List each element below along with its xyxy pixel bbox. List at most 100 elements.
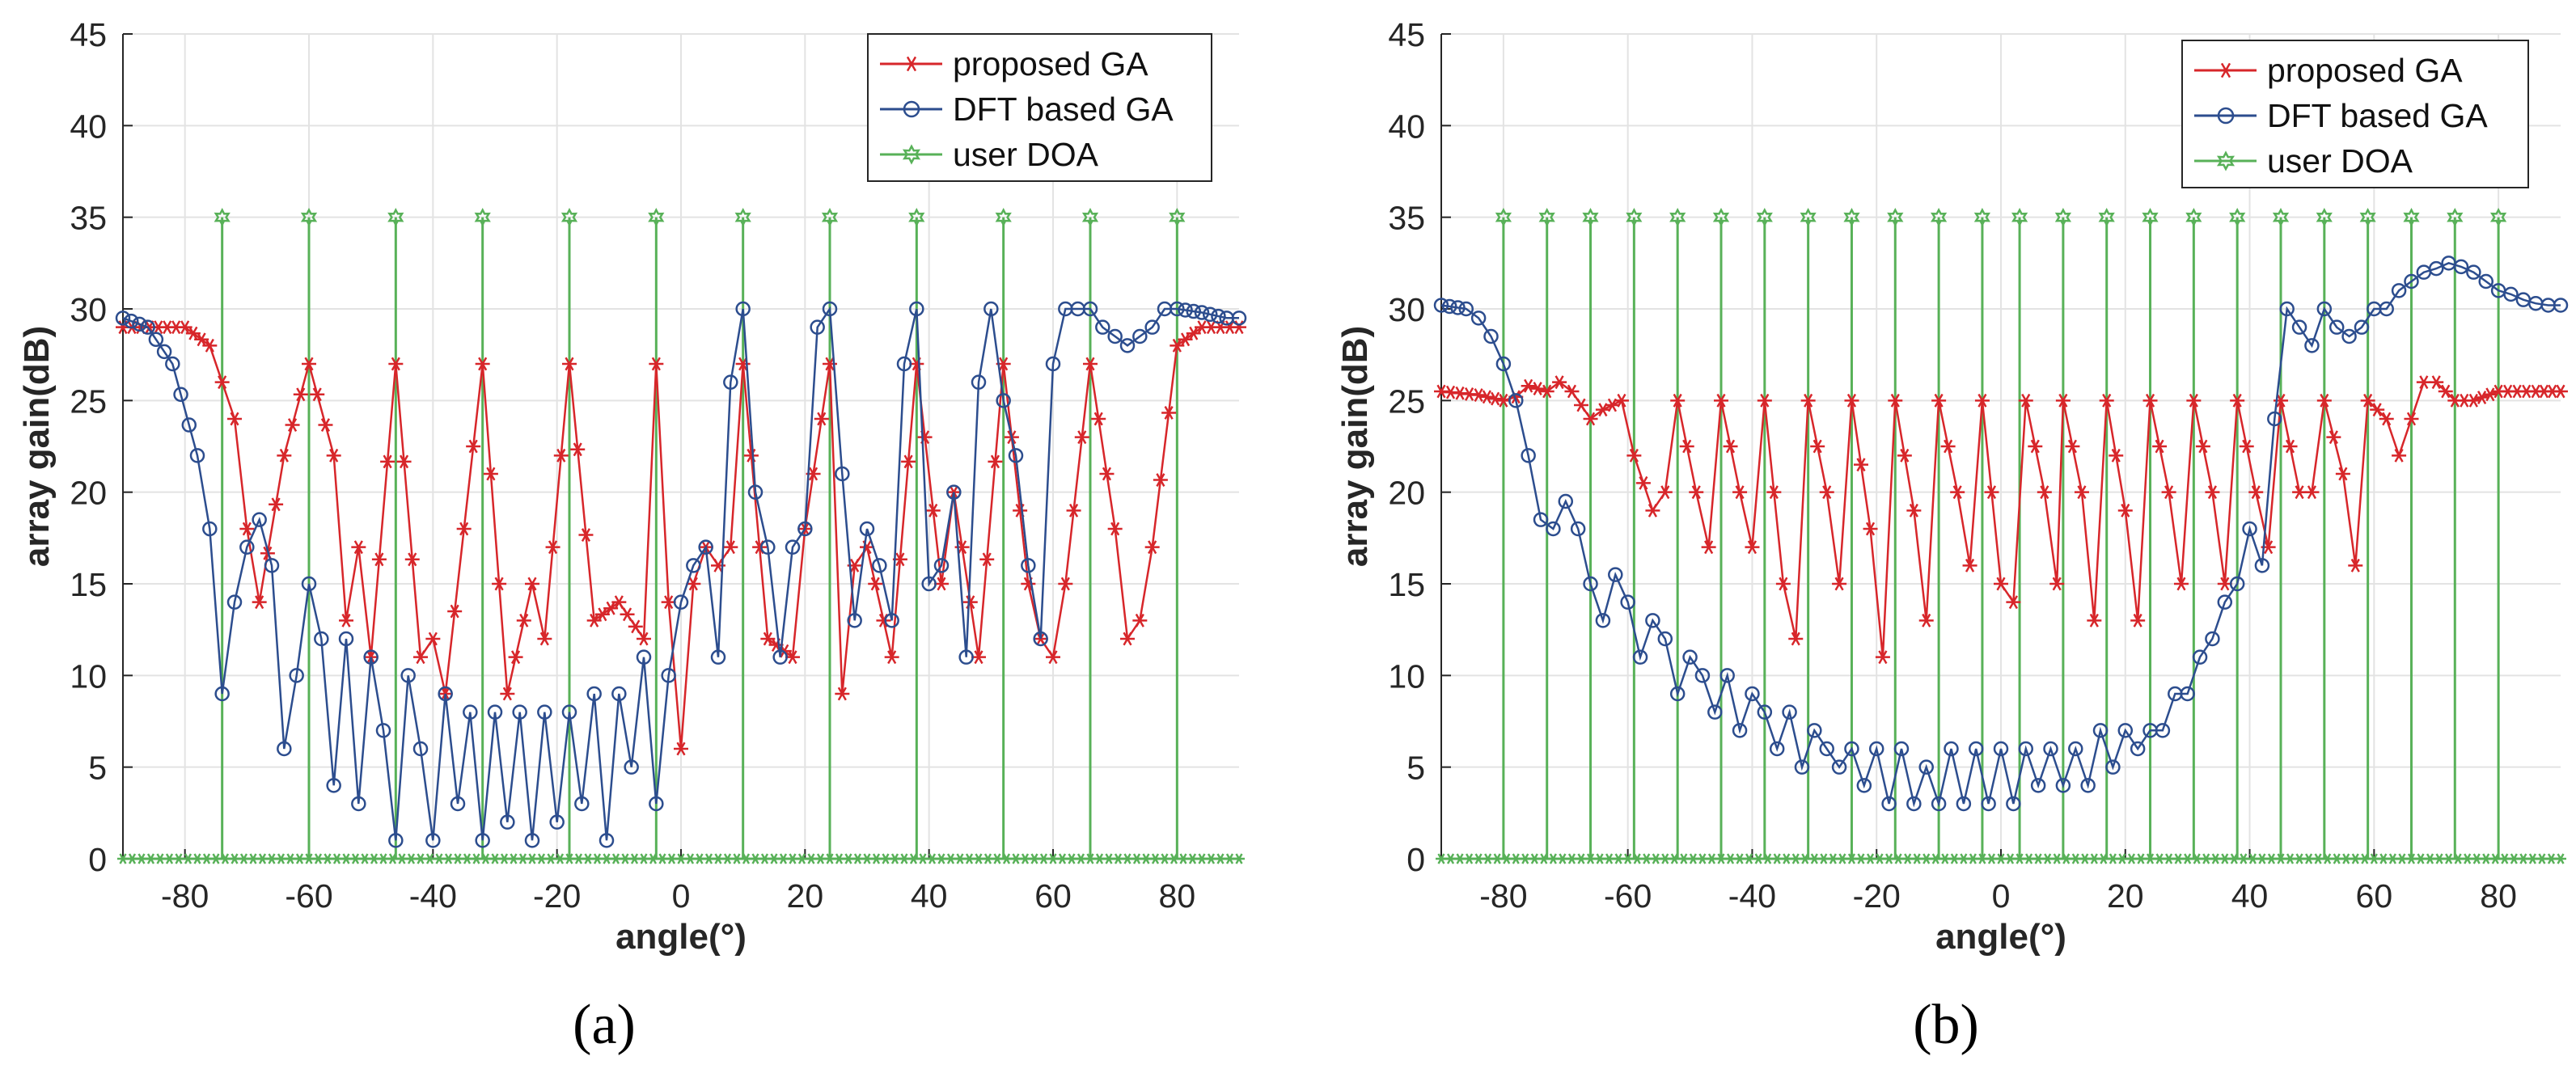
data-point	[1119, 338, 1136, 353]
data-point	[1091, 412, 1106, 426]
data-point	[2205, 485, 2220, 500]
data-point	[1046, 650, 1060, 665]
data-point	[2354, 319, 2370, 335]
data-point	[2055, 393, 2071, 408]
data-point	[1066, 503, 1081, 518]
data-point	[2217, 577, 2232, 591]
data-point	[1968, 741, 1984, 757]
data-point	[500, 687, 515, 701]
data-point	[884, 613, 899, 628]
legend-label: proposed GA	[953, 45, 1148, 82]
data-point	[2553, 298, 2569, 313]
data-point	[227, 412, 242, 426]
data-point	[1546, 521, 1561, 537]
data-point	[1626, 448, 1642, 463]
x-tick-label: 0	[1992, 877, 2011, 915]
data-point	[545, 540, 560, 555]
data-point	[2087, 613, 2102, 627]
doa-marker	[734, 207, 751, 227]
x-tick-label: -60	[285, 877, 332, 915]
y-tick-label: 30	[1388, 291, 1425, 328]
y-tick-label: 30	[70, 291, 107, 328]
data-point	[1211, 308, 1226, 324]
data-point	[1530, 382, 1546, 396]
data-point	[289, 668, 304, 683]
data-point	[1819, 741, 1834, 757]
y-tick-label: 5	[88, 750, 107, 787]
data-point	[1161, 406, 1177, 420]
data-point	[1657, 631, 1673, 647]
x-tick-label: -60	[1604, 877, 1652, 915]
data-point	[512, 704, 527, 720]
data-point	[561, 704, 577, 720]
doa-marker	[1626, 207, 1643, 227]
data-point	[1757, 704, 1773, 720]
doa-marker	[2011, 207, 2028, 227]
data-point	[686, 577, 701, 591]
data-point	[810, 319, 825, 335]
data-point	[599, 833, 615, 848]
data-point	[2428, 260, 2444, 277]
data-point	[1495, 356, 1512, 372]
data-point	[710, 649, 726, 665]
y-tick-label: 10	[70, 657, 107, 695]
y-tick-label: 45	[70, 16, 107, 53]
data-point	[2230, 393, 2245, 408]
data-point	[202, 338, 218, 353]
data-point	[2279, 301, 2295, 317]
series-user-doa	[117, 207, 1245, 864]
data-point	[2474, 391, 2489, 404]
data-point	[1832, 577, 1847, 591]
data-point	[1202, 306, 1218, 323]
data-point	[413, 650, 428, 665]
figure-caption: (a)	[573, 994, 636, 1056]
data-point	[1471, 388, 1487, 402]
data-point	[1854, 458, 1868, 472]
data-point	[173, 387, 188, 403]
data-point	[772, 649, 788, 665]
data-point	[1757, 393, 1772, 408]
doa-marker	[1973, 207, 1991, 227]
legend-label: user DOA	[953, 136, 1099, 173]
series-proposed-ga	[1434, 375, 2568, 665]
data-point	[1107, 328, 1123, 344]
data-point	[1682, 649, 1698, 665]
data-point	[2335, 467, 2350, 481]
data-point	[2360, 393, 2375, 408]
doa-marker	[1756, 208, 1773, 227]
data-point	[447, 604, 463, 619]
data-point	[1810, 439, 1825, 454]
doa-marker	[995, 207, 1012, 227]
data-point	[1082, 301, 1098, 317]
data-point	[363, 649, 379, 665]
legend-label: DFT based GA	[2267, 97, 2488, 134]
data-point	[1450, 300, 1466, 315]
data-point	[2466, 393, 2481, 408]
data-point	[586, 686, 602, 702]
data-point	[2248, 485, 2264, 500]
data-point	[1552, 375, 1567, 390]
data-point	[872, 558, 887, 573]
y-tick-label: 0	[1406, 841, 1425, 878]
data-point	[760, 539, 776, 555]
data-point	[1875, 650, 1890, 665]
data-point	[1645, 613, 1660, 628]
data-point	[1107, 522, 1123, 536]
data-point	[214, 375, 230, 390]
data-point	[2466, 264, 2481, 280]
data-point	[148, 332, 164, 348]
data-point	[1714, 393, 1728, 408]
data-point	[735, 301, 751, 317]
data-point	[2416, 375, 2431, 390]
data-point	[2326, 430, 2341, 445]
data-point	[562, 357, 577, 371]
data-point	[2291, 319, 2307, 335]
data-point	[2239, 439, 2254, 454]
data-point	[2379, 412, 2394, 426]
legend-marker	[902, 144, 921, 165]
data-point	[1745, 540, 1760, 555]
data-point	[2006, 595, 2021, 610]
data-point	[2130, 613, 2146, 627]
data-point	[1918, 613, 1934, 627]
data-point	[649, 357, 664, 371]
